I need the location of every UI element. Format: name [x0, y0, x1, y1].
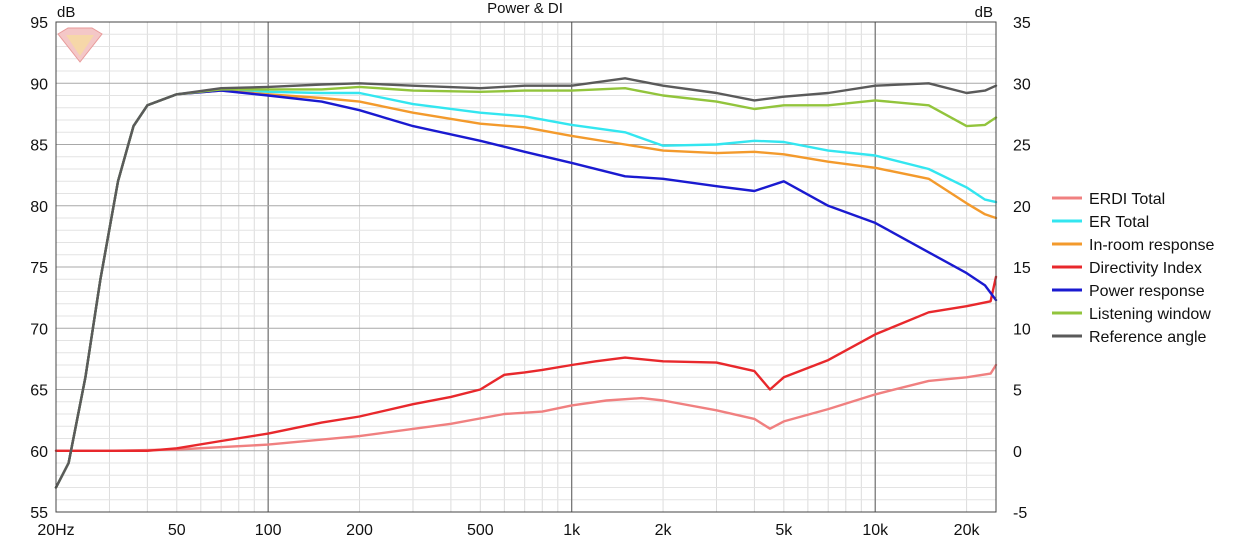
legend-label: In-room response [1089, 237, 1214, 254]
legend-item: In-room response [1052, 237, 1214, 254]
legend-label: Directivity Index [1089, 260, 1202, 277]
x-tick-label: 1k [563, 522, 581, 539]
x-tick-label: 2k [655, 522, 673, 539]
legend-label: Reference angle [1089, 329, 1207, 346]
legend-item: Reference angle [1052, 329, 1207, 346]
legend-label: ERDI Total [1089, 191, 1165, 208]
x-tick-label: 10k [862, 522, 889, 539]
series-line-directivity-index [54, 275, 998, 452]
legend: ERDI Total ER Total In-room response Direct… [1052, 191, 1214, 346]
legend-item: Directivity Index [1052, 260, 1202, 277]
right-axis-unit: dB [975, 4, 993, 21]
right-y-tick-label: 0 [1013, 444, 1022, 461]
x-tick-label: 50 [168, 522, 186, 539]
left-axis-tick-labels: 95 90 85 80 75 70 65 60 55 [30, 15, 48, 522]
series-layer [54, 77, 998, 489]
right-axis-tick-labels: 35 30 25 20 15 10 5 0 -5 [1013, 15, 1031, 522]
left-y-tick-label: 75 [30, 260, 48, 277]
left-y-tick-label: 95 [30, 15, 48, 32]
left-y-tick-label: 70 [30, 321, 48, 338]
legend-label: ER Total [1089, 214, 1149, 231]
left-y-tick-label: 60 [30, 444, 48, 461]
logo-icon [57, 27, 103, 63]
series-line-reference-angle [54, 77, 998, 489]
left-y-tick-label: 85 [30, 138, 48, 155]
x-tick-label: 5k [775, 522, 793, 539]
right-y-tick-label: 25 [1013, 138, 1031, 155]
left-y-tick-label: 65 [30, 383, 48, 400]
legend-item: ERDI Total [1052, 191, 1165, 208]
right-y-tick-label: 20 [1013, 199, 1031, 216]
right-y-tick-label: 10 [1013, 321, 1031, 338]
left-axis-unit: dB [57, 4, 75, 21]
chart-title: Power & DI [487, 0, 563, 17]
right-y-tick-label: 30 [1013, 76, 1031, 93]
series-line-erdi-total [54, 363, 998, 452]
legend-label: Power response [1089, 283, 1205, 300]
legend-item: ER Total [1052, 214, 1149, 231]
x-tick-label: 100 [255, 522, 282, 539]
x-tick-label: 200 [346, 522, 373, 539]
left-y-tick-label: 55 [30, 505, 48, 522]
x-tick-label: 500 [467, 522, 494, 539]
right-y-tick-label: 15 [1013, 260, 1031, 277]
legend-item: Power response [1052, 283, 1205, 300]
right-y-tick-label: 35 [1013, 15, 1031, 32]
x-tick-label: 20Hz [37, 522, 74, 539]
plot-frame [55, 21, 997, 513]
legend-label: Listening window [1089, 306, 1211, 323]
right-y-tick-label: 5 [1013, 383, 1022, 400]
x-tick-label: 20k [954, 522, 981, 539]
legend-item: Listening window [1052, 306, 1211, 323]
right-y-tick-label: -5 [1013, 505, 1027, 522]
x-axis-tick-labels: 20Hz 50 100 200 500 1k 2k 5k 10k 20k [37, 522, 980, 539]
left-y-tick-label: 90 [30, 76, 48, 93]
left-y-tick-label: 80 [30, 199, 48, 216]
